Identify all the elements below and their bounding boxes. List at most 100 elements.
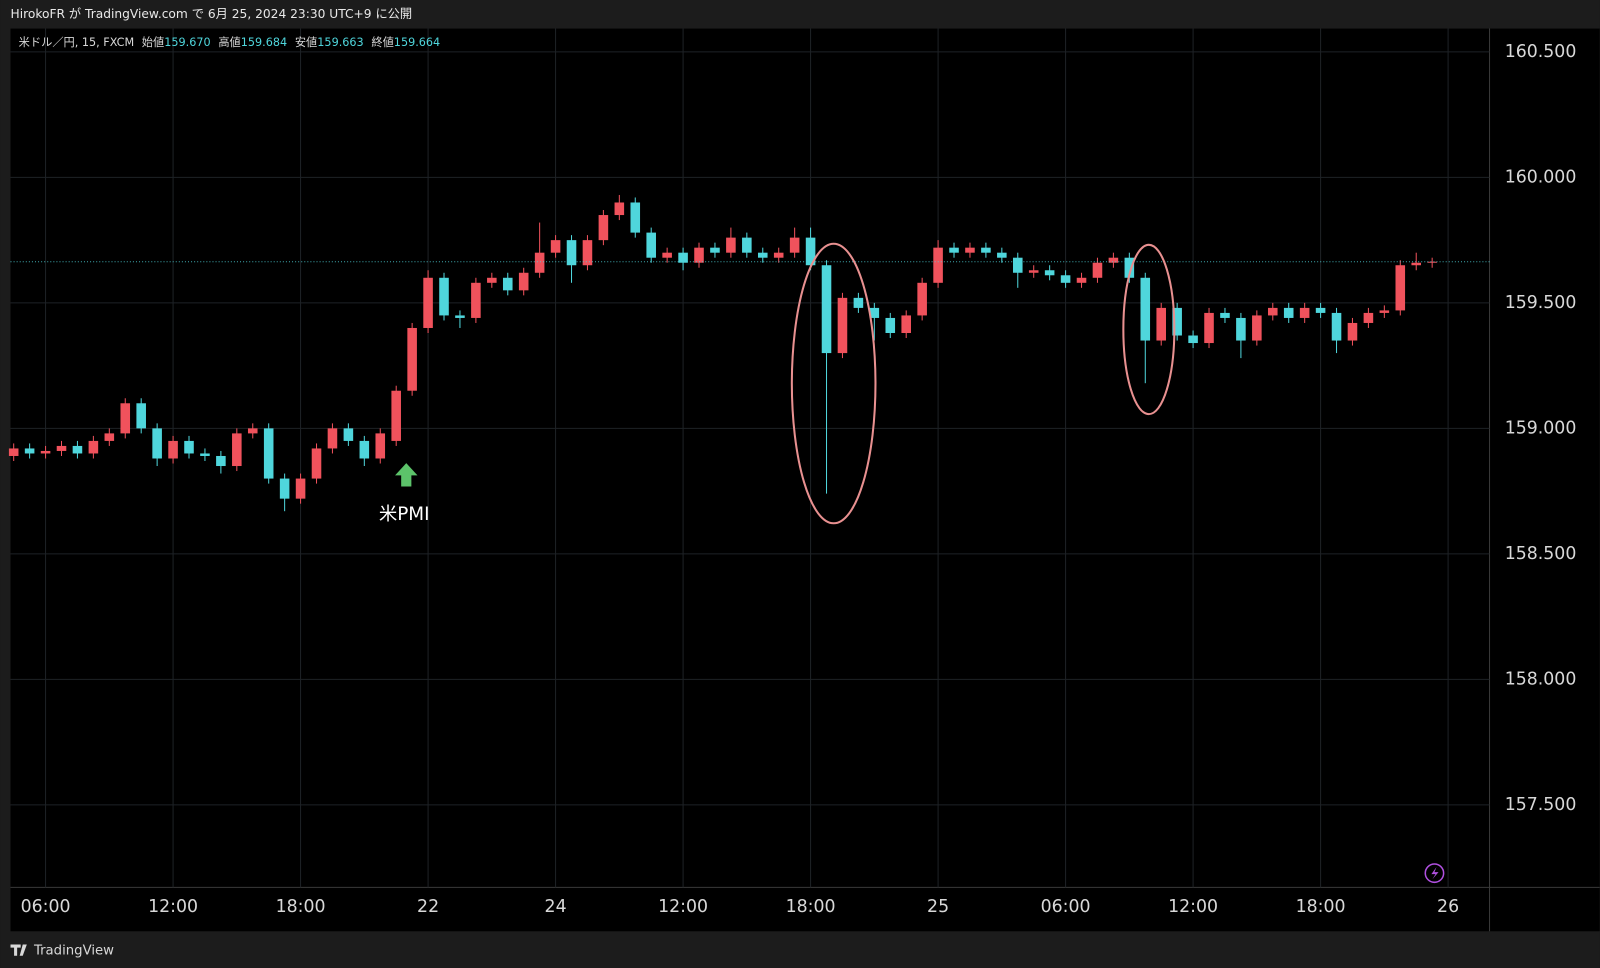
candle-body [1427,261,1437,263]
candle-body [1379,310,1390,313]
candle-body [1411,262,1422,266]
candle-body [997,252,1007,258]
legend-value: 159.670 [164,36,210,49]
candle-body [407,327,417,391]
candle-body [1331,312,1342,341]
candle-body [455,315,465,318]
candle-body [88,440,99,454]
candle-body [1044,270,1055,276]
candle-body [391,390,401,441]
candle-body [965,247,975,253]
candle-body [598,215,609,241]
legend-label: 終値 [371,35,393,49]
candle-body [1172,307,1182,336]
candle-body [311,448,322,479]
candle-body [550,240,561,253]
arrow-up [395,463,418,487]
y-tick-label: 160.500 [1505,42,1577,62]
candle-body [917,282,927,316]
candle-body [901,315,911,334]
candle-body [726,237,736,253]
candle-body [773,252,784,258]
x-tick-label: 06:00 [21,897,71,917]
candle-body [152,428,162,459]
candle-body [614,202,625,216]
candle-body [885,317,896,334]
candle-body [439,277,449,316]
candle-body [1220,312,1230,318]
candle-body [1012,257,1023,273]
highlight-ellipse [790,242,877,525]
candle-body [1124,257,1135,278]
candle-body [1188,335,1198,344]
candle-body [200,453,210,456]
y-tick-label: 160.000 [1505,167,1577,187]
candle-body [742,237,752,253]
candle-body [981,247,991,253]
candle-body [1267,307,1278,316]
candle-body [72,445,83,454]
legend-value: 159.684 [241,36,287,49]
alert-icon[interactable] [1424,863,1445,884]
candle-body [646,232,656,258]
x-tick-label: 25 [927,897,949,917]
candles [8,194,1490,512]
candle-body [1140,277,1151,341]
legend: 米ドル／円, 15, FXCM 始値159.670 高値159.684 安値15… [19,35,441,49]
candle-body [853,297,864,308]
candle-body [343,428,354,441]
legend-value: 159.663 [317,36,363,49]
candle-body [279,478,290,499]
candle-body [1076,277,1087,283]
legend-label: 安値 [295,35,317,49]
legend-label: 高値 [218,35,240,49]
grid [10,28,1490,888]
candle-body [694,247,704,263]
x-tick-label: 18:00 [1296,897,1346,917]
header-text: HirokoFR が TradingView.com で 6月 25, 2024… [11,6,413,21]
price-axis [1489,28,1600,932]
brand-text: TradingView [33,944,114,959]
candle-body [1236,317,1246,341]
candle-body [710,247,720,253]
time-axis [10,887,1490,932]
candle-body [136,403,146,429]
x-tick-label: 26 [1437,897,1459,917]
candle-body [869,307,880,318]
candle-body [1108,257,1119,263]
candle-body [1283,307,1294,318]
candle-body [1060,275,1071,283]
candle-body [518,272,529,291]
candle-body [662,252,672,258]
legend-label: 始値 [142,35,164,49]
candle-body [1252,315,1262,341]
legend-symbol: 米ドル／円, 15, FXCM [19,36,134,49]
alert-icon-bolt [1431,867,1439,880]
x-tick-label: 18:00 [276,897,326,917]
candle-body [805,237,816,266]
candle-body [821,265,832,354]
x-tick-label: 24 [545,897,567,917]
candle-body [1395,265,1406,311]
candle-body [1156,307,1166,341]
x-tick-label: 18:00 [786,897,836,917]
y-tick-label: 157.500 [1505,795,1577,815]
candle-body [757,252,768,258]
candle-body [582,240,593,266]
candle-body [216,455,226,467]
legend-value: 159.664 [394,36,440,49]
candle-body [837,297,848,354]
brand-logo [10,944,27,956]
x-tick-label: 06:00 [1041,897,1091,917]
y-tick-label: 159.000 [1505,418,1577,438]
candle-body [933,247,943,283]
candle-body [789,237,800,253]
candle-body [534,252,545,273]
candle-body [1363,312,1374,323]
candle-body [423,277,433,328]
candle-body [630,202,641,233]
candle-body [168,440,178,459]
candle-body [502,277,513,291]
candle-body [487,277,497,283]
